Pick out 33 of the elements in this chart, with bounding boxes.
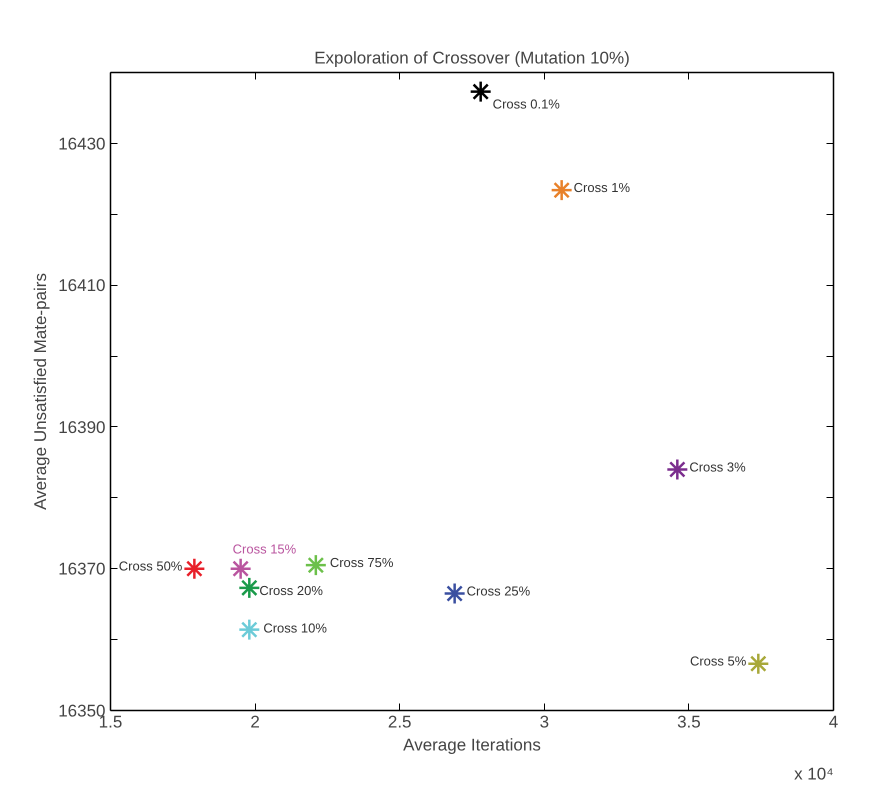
series-label: Cross 5% [690,654,747,669]
series-label: Cross 15% [232,542,297,557]
point [304,554,328,576]
point [443,582,466,605]
x-tick-label: 2 [250,712,260,732]
point [666,458,689,481]
series-label: Cross 3% [689,459,746,474]
point [183,557,206,580]
x-tick-label: 2.5 [388,712,412,732]
point [238,576,261,600]
point [469,80,492,103]
y-tick-label: 16410 [58,276,106,296]
series-label: Cross 1% [574,180,630,196]
series-label: Cross 25% [466,584,531,599]
series-label: Cross 50% [118,558,183,574]
y-tick-label: 16430 [58,134,106,154]
series-label: Cross 75% [330,555,394,570]
series-label: Cross 10% [263,620,328,636]
point [747,652,770,675]
text: x 10⁴ [794,764,834,784]
chart-title: Expoloration of Crossover (Mutation 10%) [314,48,630,68]
point [229,557,252,580]
x-axis-title: Average Iterations [403,736,541,754]
point [550,178,573,202]
y-tick-label: 16390 [58,418,106,437]
x-tick-label: 3.5 [677,712,701,732]
x-tick-label: 4 [828,712,838,732]
series-label: Cross 20% [259,582,324,598]
y-tick-label: 16370 [58,560,106,579]
point [238,618,261,641]
y-axis-title: Average Unsatisfied Mate-pairs [31,273,50,510]
series-label: Cross 0.1% [492,96,560,112]
x-tick-label: 3 [540,712,550,732]
